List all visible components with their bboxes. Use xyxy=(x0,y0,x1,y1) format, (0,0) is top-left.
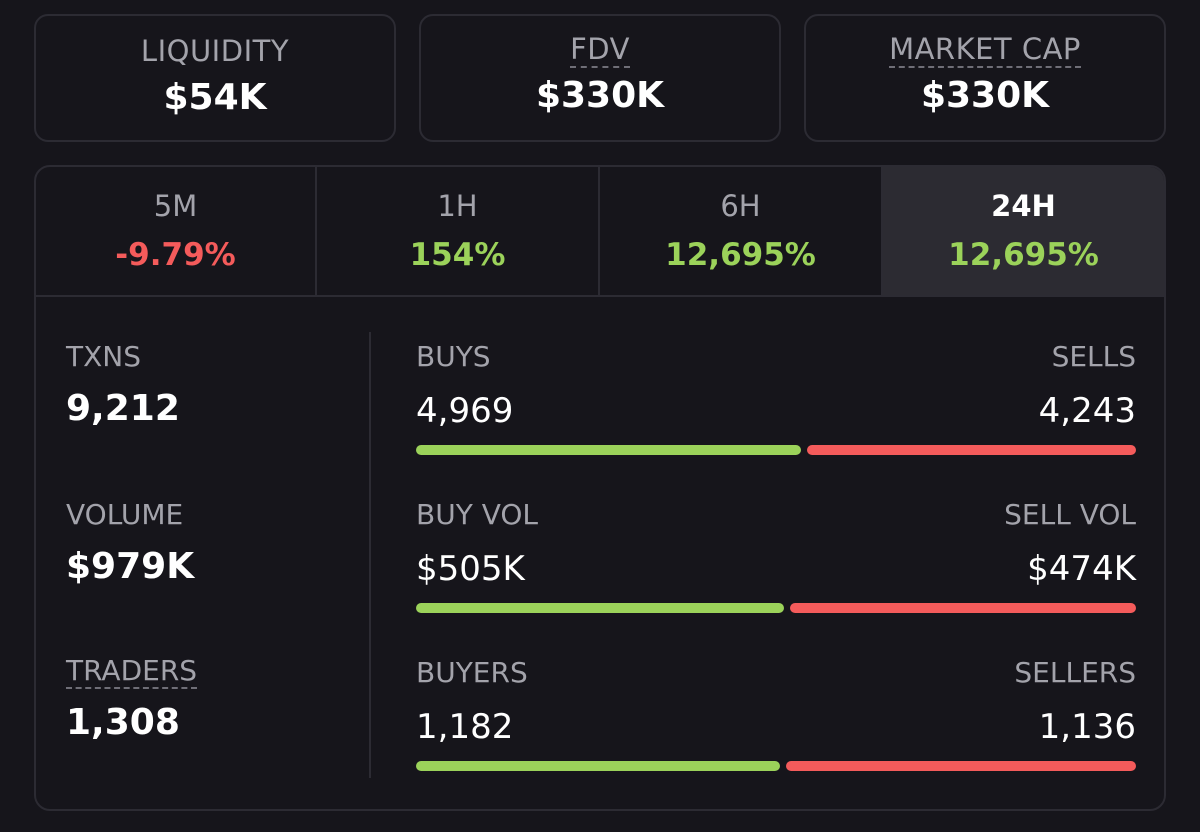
traders-value: 1,308 xyxy=(66,702,180,743)
tab-6h-change: 12,695% xyxy=(665,237,816,273)
market-cap-label[interactable]: MARKET CAP xyxy=(889,32,1081,68)
market-cap-value: $330K xyxy=(920,75,1050,116)
volume-label: VOLUME xyxy=(66,498,184,531)
txns-value: 9,212 xyxy=(66,388,180,429)
txns-metric: TXNS 9,212 xyxy=(66,339,366,431)
buys-sells-row: BUYS SELLS 4,969 4,243 xyxy=(416,339,1136,469)
sell-vol-bar xyxy=(790,603,1136,613)
buys-value: 4,969 xyxy=(416,391,514,431)
fdv-value: $330K xyxy=(535,75,665,116)
sells-label: SELLS xyxy=(1051,340,1136,373)
buy-vol-label: BUY VOL xyxy=(416,498,539,531)
tab-1h-change: 154% xyxy=(409,237,506,273)
tab-5m-label: 5M xyxy=(153,189,198,223)
buyers-bar xyxy=(416,761,780,771)
buy-vol-bar xyxy=(416,603,784,613)
tab-24h[interactable]: 24H 12,695% xyxy=(883,167,1164,295)
tab-1h-label: 1H xyxy=(437,189,478,223)
liquidity-label: LIQUIDITY xyxy=(140,34,290,68)
sellers-label: SELLERS xyxy=(1014,656,1136,689)
sellers-value: 1,136 xyxy=(1038,707,1136,747)
buy-vol-value: $505K xyxy=(416,549,525,589)
column-divider xyxy=(369,332,371,778)
tab-5m[interactable]: 5M -9.79% xyxy=(36,167,317,295)
buys-bar xyxy=(416,445,801,455)
buyers-sellers-row: BUYERS SELLERS 1,182 1,136 xyxy=(416,655,1136,785)
volume-value: $979K xyxy=(66,546,195,587)
tab-24h-change: 12,695% xyxy=(948,237,1099,273)
buyers-value: 1,182 xyxy=(416,707,514,747)
sellers-bar xyxy=(786,761,1136,771)
stats-cards-row: LIQUIDITY $54K FDV $330K MARKET CAP $330… xyxy=(34,14,1166,142)
fdv-card: FDV $330K xyxy=(419,14,781,142)
liquidity-value: $54K xyxy=(163,77,267,118)
tab-6h-label: 6H xyxy=(720,189,761,223)
market-cap-card: MARKET CAP $330K xyxy=(804,14,1166,142)
tab-5m-change: -9.79% xyxy=(115,237,236,273)
fdv-label[interactable]: FDV xyxy=(570,32,630,68)
txns-label: TXNS xyxy=(66,340,142,373)
traders-label[interactable]: TRADERS xyxy=(66,654,198,689)
buys-label: BUYS xyxy=(416,340,491,373)
sells-value: 4,243 xyxy=(1038,391,1136,431)
stats-panel: 5M -9.79% 1H 154% 6H 12,695% 24H 12,695%… xyxy=(34,165,1166,811)
liquidity-card: LIQUIDITY $54K xyxy=(34,14,396,142)
timeframe-tabs: 5M -9.79% 1H 154% 6H 12,695% 24H 12,695% xyxy=(36,167,1164,297)
volume-metric: VOLUME $979K xyxy=(66,497,366,589)
tab-6h[interactable]: 6H 12,695% xyxy=(600,167,883,295)
buyers-label: BUYERS xyxy=(416,656,528,689)
tab-24h-label: 24H xyxy=(991,189,1056,223)
tab-1h[interactable]: 1H 154% xyxy=(317,167,600,295)
sells-bar xyxy=(807,445,1136,455)
sell-vol-value: $474K xyxy=(1027,549,1136,589)
sell-vol-label: SELL VOL xyxy=(1004,498,1136,531)
buy-sell-volume-row: BUY VOL SELL VOL $505K $474K xyxy=(416,497,1136,627)
traders-metric: TRADERS 1,308 xyxy=(66,655,366,745)
